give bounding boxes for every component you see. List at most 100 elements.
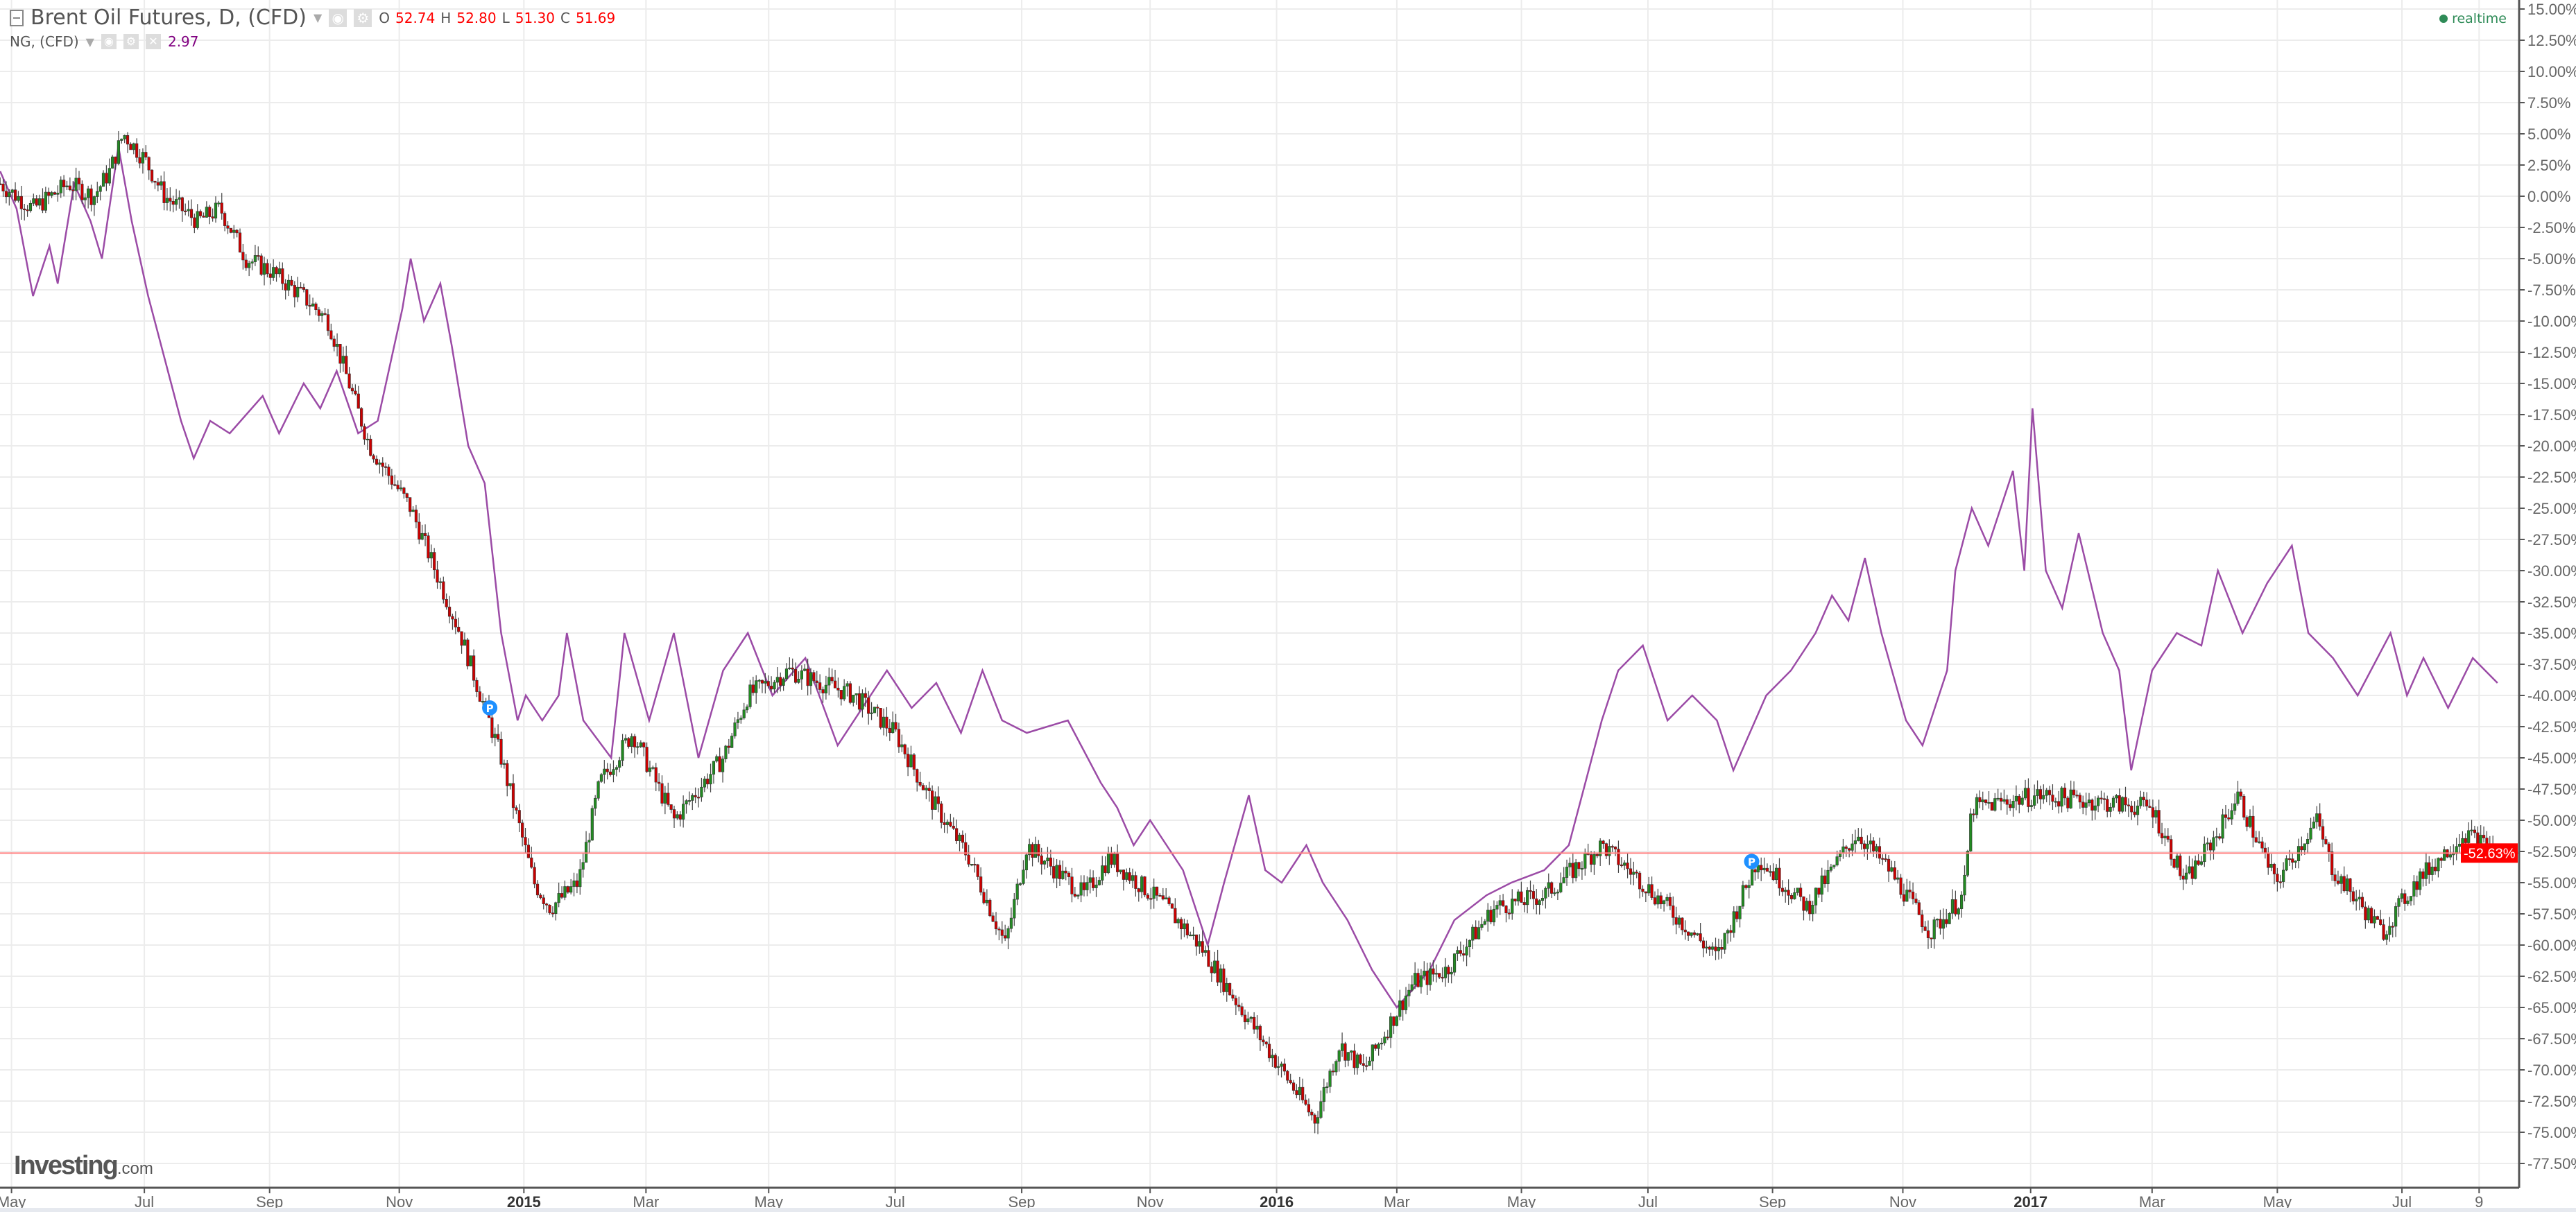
candle-up (2175, 856, 2179, 868)
candle-up (1811, 905, 1814, 915)
y-tick-label: -30.00% (2527, 562, 2576, 580)
y-tick-label: -25.00% (2527, 500, 2576, 517)
candle-down (329, 330, 333, 340)
candle-up (1480, 924, 1484, 928)
candle-down (988, 899, 992, 917)
candle-down (1474, 926, 1477, 940)
candle-down (135, 143, 139, 158)
y-axis[interactable]: 15.00% 12.50% 10.00% 7.50% 5.00% 2.50% 0.00% -2… (2461, 0, 2576, 1188)
candle-up (420, 533, 424, 540)
y-tick-label: -27.50% (2527, 531, 2576, 548)
candle-up (1690, 932, 1693, 936)
visibility-icon[interactable]: ◉ (329, 8, 347, 27)
candle-up (852, 694, 855, 703)
x-axis[interactable]: May Jul Sep Nov 2015 Mar May Jul Sep Nov 2016 Mar Ma… (0, 1186, 2519, 1211)
y-tick-label: -70.00% (2527, 1062, 2576, 1079)
candle-down (1923, 926, 1927, 931)
y-tick-label: -47.50% (2527, 781, 2576, 798)
candle-down (1201, 941, 1204, 953)
candle-up (1486, 910, 1490, 922)
candle-up (1322, 1087, 1325, 1102)
candle-down (1137, 888, 1140, 892)
chevron-down-icon[interactable]: ▼ (313, 11, 323, 24)
candle-up (1249, 1016, 1253, 1019)
candle-up (2215, 836, 2218, 838)
candle-up (1963, 874, 1966, 896)
candle-up (1368, 1060, 1371, 1066)
candle-down (317, 309, 320, 316)
x-tick-label: Mar (2139, 1193, 2165, 1211)
candle-down (180, 197, 184, 211)
ohlc-values: O 52.74 H 52.80 L 51.30 C 51.69 (379, 10, 615, 26)
candle-down (1945, 919, 1948, 924)
compare-symbol-title[interactable]: NG, (CFD) (10, 33, 79, 50)
candle-down (1067, 872, 1071, 877)
event-markers[interactable]: PP (482, 700, 1760, 869)
candle-up (788, 667, 791, 670)
candle-down (2287, 858, 2291, 860)
candle-down (1185, 923, 1189, 935)
candle-down (906, 754, 910, 768)
candle-up (621, 740, 624, 761)
candle-up (636, 746, 639, 748)
candle-down (4, 191, 8, 198)
y-tick-label: -22.50% (2527, 469, 2576, 486)
y-tick-label: -60.00% (2527, 937, 2576, 954)
chevron-down-icon[interactable]: ▼ (85, 35, 94, 49)
candle-down (89, 188, 93, 205)
candle-up (1966, 851, 1969, 876)
candle-up (232, 230, 236, 233)
candle-down (524, 837, 527, 846)
candle-up (1192, 934, 1195, 936)
gear-icon[interactable]: ⚙ (354, 8, 372, 27)
candle-down (1386, 1037, 1389, 1039)
gear-icon[interactable]: ⚙ (123, 34, 139, 49)
candle-down (1617, 849, 1620, 865)
candle-down (1031, 844, 1034, 858)
candle-down (2224, 814, 2228, 818)
candle-down (888, 727, 891, 734)
candle-down (466, 639, 470, 666)
candle-up (214, 202, 218, 218)
candle-up (132, 143, 135, 150)
close-icon[interactable]: ✕ (145, 34, 161, 49)
candle-down (2227, 817, 2231, 820)
candle-down (633, 736, 637, 747)
candle-up (554, 902, 558, 915)
candle-down (1701, 940, 1706, 949)
candle-up (2394, 906, 2398, 927)
collapse-icon[interactable] (10, 9, 24, 26)
candle-down (105, 173, 108, 184)
candle-up (1198, 941, 1201, 947)
candle-down (114, 156, 117, 164)
candle-up (74, 178, 78, 191)
event-marker-icon[interactable] (482, 700, 498, 716)
event-marker-icon[interactable] (1744, 854, 1760, 869)
candle-up (1905, 890, 1909, 902)
candle-down (1672, 906, 1675, 918)
candle-down (433, 552, 436, 571)
candle-up (1113, 854, 1116, 865)
candle-up (1826, 869, 1830, 885)
candle-up (502, 763, 506, 765)
candle-down (2342, 876, 2346, 892)
candle-up (2294, 860, 2297, 863)
candle-down (2075, 795, 2079, 797)
candle-up (28, 202, 33, 211)
candle-down (2272, 863, 2276, 874)
main-symbol-title[interactable]: Brent Oil Futures, D, (CFD) (31, 6, 307, 30)
candle-up (1829, 866, 1832, 871)
candle-up (1723, 933, 1726, 950)
candle-down (2415, 881, 2419, 890)
y-tick-label: -2.50% (2527, 219, 2576, 236)
candle-down (1926, 930, 1930, 938)
x-tick-label: May (0, 1193, 26, 1211)
candle-down (1862, 843, 1866, 849)
candle-down (144, 152, 148, 158)
candle-up (2014, 795, 2018, 802)
visibility-icon[interactable]: ◉ (101, 34, 117, 49)
candle-down (1282, 1063, 1287, 1072)
candle-down (129, 144, 132, 150)
candle-down (1708, 946, 1711, 950)
